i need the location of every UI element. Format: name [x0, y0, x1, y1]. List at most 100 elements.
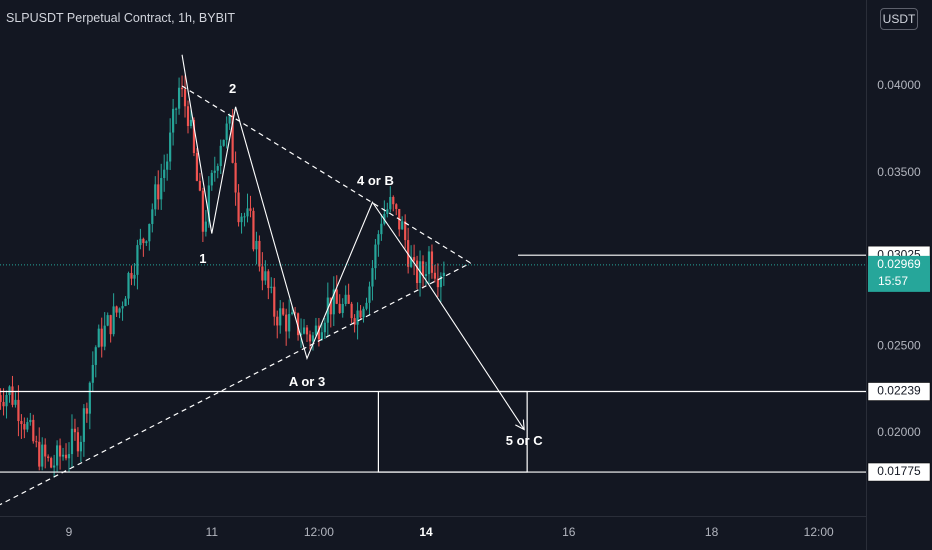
candle-body	[189, 119, 193, 127]
candle-body	[439, 276, 442, 288]
currency-button[interactable]: USDT	[880, 8, 918, 30]
candle-body	[23, 424, 26, 430]
candle-body	[118, 308, 121, 313]
time-tick-label: 14	[419, 525, 433, 539]
level-price-box	[867, 462, 931, 482]
candle-body	[296, 313, 300, 336]
wave-label: A or 3	[289, 374, 325, 389]
candle-body	[136, 245, 139, 275]
candle-body	[350, 303, 353, 319]
candle-body	[183, 89, 187, 107]
candle-body	[198, 180, 201, 191]
candle-body	[145, 241, 148, 244]
candle-body	[433, 272, 437, 279]
triangle-upper-trendline[interactable]	[181, 85, 471, 264]
triangle-lower-trendline[interactable]	[0, 262, 471, 506]
candle-body	[270, 286, 273, 289]
candle-body	[133, 274, 136, 279]
candle-body	[88, 382, 91, 414]
candle-body	[67, 454, 71, 459]
candle-body	[41, 444, 44, 467]
candle-body	[359, 310, 362, 318]
candle-body	[264, 271, 267, 281]
candle-body	[323, 322, 326, 333]
candle-body	[380, 223, 383, 235]
candle-body	[344, 294, 347, 305]
candle-body	[377, 234, 380, 245]
candle-body	[213, 170, 216, 173]
candle-body	[362, 308, 365, 318]
candle-body	[94, 347, 97, 365]
candle-body	[38, 441, 41, 467]
chart-title: SLPUSDT Perpetual Contract, 1h, BYBIT	[6, 11, 236, 25]
time-tick-label: 16	[562, 525, 576, 539]
candle-body	[386, 209, 389, 214]
candle-body	[91, 364, 94, 383]
candle-body	[282, 308, 285, 315]
candle-body	[44, 444, 47, 457]
candle-body	[11, 386, 14, 405]
candle-body	[61, 454, 65, 457]
candle-body	[308, 334, 312, 342]
candle-body	[130, 272, 133, 279]
candle-body	[121, 306, 124, 309]
candle-body	[207, 185, 210, 222]
candle-body	[279, 308, 282, 326]
candle-body	[421, 261, 425, 277]
candle-body	[70, 428, 74, 455]
candle-body	[442, 272, 445, 277]
candle-body	[228, 115, 231, 124]
wave-label: 5 or C	[506, 433, 543, 448]
candle-body	[2, 401, 5, 407]
candle-body	[291, 312, 294, 315]
time-tick-label: 12:00	[304, 525, 334, 539]
candle-body	[175, 108, 178, 110]
candle-body	[427, 251, 431, 275]
candle-body	[294, 312, 297, 314]
candle-body	[249, 208, 252, 211]
candle-body	[210, 172, 213, 186]
candle-body	[85, 408, 88, 414]
target-box[interactable]	[377, 390, 528, 473]
candle-body	[356, 310, 359, 325]
candle-body	[76, 432, 80, 452]
candle-body	[29, 419, 32, 423]
last-price-box	[868, 255, 930, 292]
time-tick-label: 11	[206, 525, 219, 539]
last-price-label: 0.02969	[877, 257, 921, 271]
candle-body	[410, 257, 413, 267]
time-tick-label: 18	[705, 525, 719, 539]
candle-body	[243, 216, 246, 218]
candle-body	[338, 303, 341, 313]
candle-body	[404, 221, 407, 241]
candle-body	[14, 399, 17, 405]
candle-body	[401, 221, 404, 230]
candle-body	[73, 428, 77, 433]
wave-label: 4 or B	[357, 173, 394, 188]
candle-body	[225, 123, 228, 140]
candle-body	[160, 177, 163, 200]
candle-body	[47, 456, 50, 459]
candle-body	[201, 190, 204, 232]
candle-body	[58, 445, 62, 457]
wave-label: 2	[229, 81, 236, 96]
candle-body	[154, 184, 157, 210]
candle-body	[368, 286, 371, 303]
candle-body	[0, 395, 2, 402]
candle-body	[305, 327, 309, 335]
candle-body	[219, 145, 222, 167]
candle-body	[252, 210, 255, 250]
candle-body	[273, 286, 276, 317]
candle-body	[374, 244, 377, 269]
level-price-box	[867, 382, 931, 401]
candle-body	[169, 132, 172, 162]
candle-body	[353, 318, 356, 325]
candle-body	[436, 278, 439, 288]
candle-body	[192, 119, 196, 153]
candle-body	[163, 169, 166, 178]
candle-body	[311, 335, 315, 342]
elliott-wave-path[interactable]	[181, 54, 525, 430]
candle-body	[115, 306, 118, 313]
